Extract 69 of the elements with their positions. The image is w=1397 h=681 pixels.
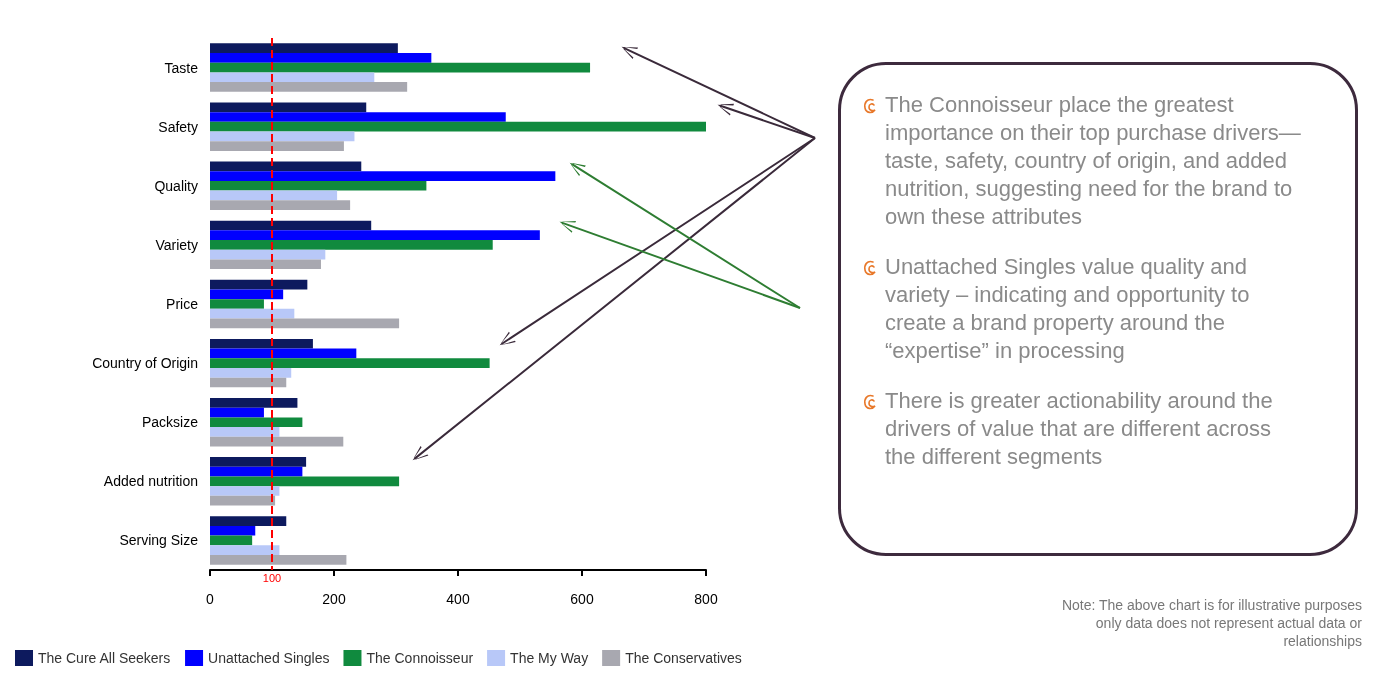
bar <box>210 161 362 172</box>
bar <box>210 486 280 496</box>
bar <box>210 495 276 506</box>
bar <box>210 171 556 181</box>
bar <box>210 72 375 83</box>
x-tick-label: 400 <box>446 591 470 607</box>
bar <box>210 240 493 250</box>
ref-line-label: 100 <box>262 571 282 584</box>
y-tick-label: Variety <box>155 236 198 253</box>
bar <box>210 200 351 211</box>
bar <box>210 82 408 92</box>
bar <box>210 338 313 349</box>
bar <box>210 220 372 231</box>
bar <box>210 43 398 54</box>
bar <box>210 53 432 63</box>
bar <box>210 318 400 329</box>
bar <box>210 289 284 300</box>
legend-label: The Conservatives <box>625 650 742 666</box>
y-tick-label: Taste <box>164 59 199 76</box>
legend-label: The Connoisseur <box>366 650 474 666</box>
bar <box>210 535 253 546</box>
bar <box>210 476 400 487</box>
y-tick-label: Quality <box>154 177 198 194</box>
bar <box>210 554 347 565</box>
bar <box>210 190 338 201</box>
bar <box>210 545 280 555</box>
bar <box>210 466 303 477</box>
y-tick-label: Country of Origin <box>92 355 198 372</box>
bar <box>210 102 367 113</box>
bar <box>210 112 506 122</box>
x-tick-label: 200 <box>322 591 346 607</box>
bar <box>210 299 264 309</box>
bar <box>210 436 344 447</box>
text: The Connoisseur place the greatest importance on their top purchase drivers—taste, safety, country of origin, and added nutrition, suggesting need for the brand to own these attributes <box>885 91 1301 231</box>
text: Note: The above chart is for illustrative purposes only data does not represent actual data or relationships <box>1060 596 1362 650</box>
bar <box>210 516 287 526</box>
bar <box>210 121 706 132</box>
bar <box>210 180 427 191</box>
bar <box>210 308 295 319</box>
bar <box>210 348 357 359</box>
bar <box>210 358 490 368</box>
legend-label: The Cure All Seekers <box>38 650 171 666</box>
bar <box>210 367 292 378</box>
bar <box>210 131 355 142</box>
bar <box>210 457 307 467</box>
bar <box>210 417 303 428</box>
bar <box>210 230 540 241</box>
legend-label: The My Way <box>510 650 589 666</box>
y-tick-label: Packsize <box>141 414 199 431</box>
bar <box>210 377 287 388</box>
bar <box>210 62 591 73</box>
x-tick-label: 800 <box>694 591 718 607</box>
bar <box>210 427 280 437</box>
bar <box>210 141 344 151</box>
bar <box>210 259 321 270</box>
bar <box>210 279 308 290</box>
y-tick-label: Price <box>166 296 199 312</box>
bar <box>210 525 256 536</box>
y-tick-label: Added nutrition <box>103 473 198 490</box>
bar <box>210 397 298 408</box>
x-tick-label: 0 <box>206 591 215 607</box>
bar <box>210 249 326 260</box>
y-tick-label: Safety <box>158 118 198 135</box>
text: There is greater actionability around the drivers of value that are different across the different segments <box>885 387 1274 471</box>
x-tick-label: 600 <box>570 591 594 607</box>
y-tick-label: Serving Size <box>119 532 199 549</box>
bar <box>210 407 264 418</box>
legend-label: Unattached Singles <box>208 650 330 666</box>
text: Unattached Singles value quality and variety – indicating and opportunity to create a brand property around the “expertise” in processing <box>885 253 1251 365</box>
